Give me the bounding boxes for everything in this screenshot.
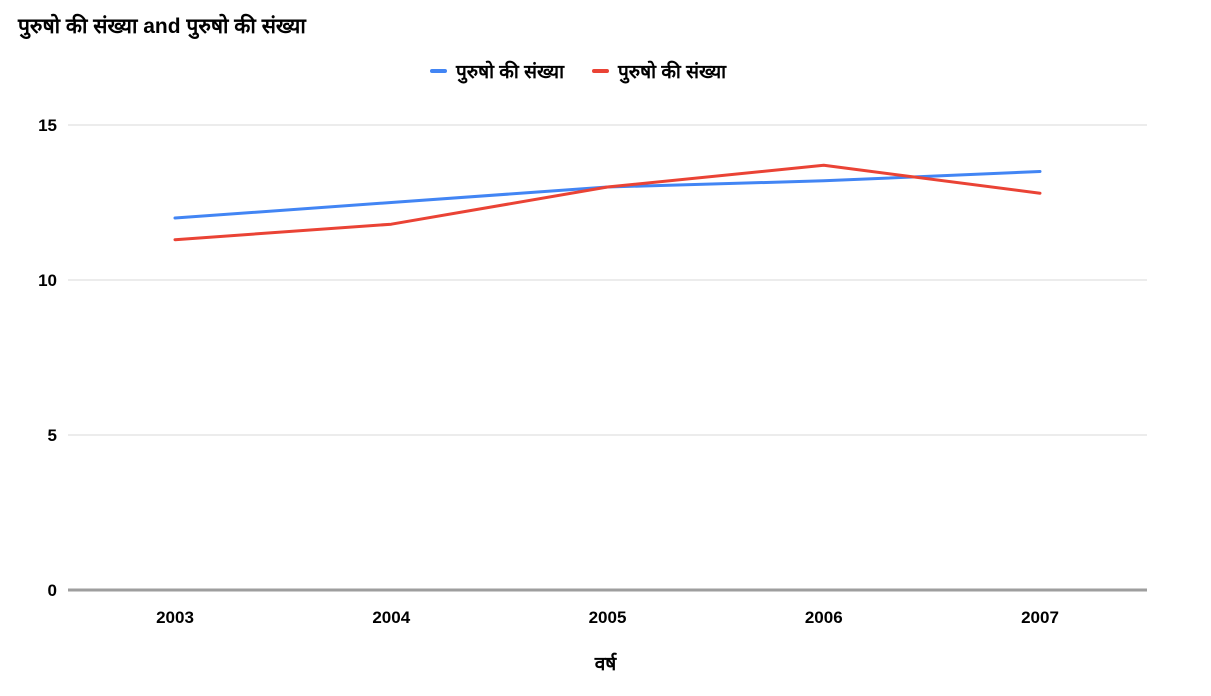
series-line-1 xyxy=(173,163,1042,242)
y-tick-label: 0 xyxy=(48,581,57,600)
line-chart-svg: 0 5 10 15 2003 2004 2005 2006 2007 xyxy=(38,116,1147,627)
x-tick-label: 2003 xyxy=(156,608,194,627)
legend-marker-1 xyxy=(592,69,609,73)
y-tick-label: 5 xyxy=(48,426,57,445)
x-tick-label: 2005 xyxy=(589,608,627,627)
x-axis-title: वर्ष xyxy=(594,654,617,675)
chart-title: पुरुषो की संख्या and पुरुषो की संख्या xyxy=(18,15,306,38)
x-tick-label: 2006 xyxy=(805,608,843,627)
legend-marker-0 xyxy=(429,69,447,73)
legend: पुरुषो की संख्या पुरुषो की संख्या xyxy=(0,58,1211,84)
legend-label-0: पुरुषो की संख्या xyxy=(455,62,564,83)
series-line-0 xyxy=(173,170,1042,220)
y-tick-label: 10 xyxy=(38,271,57,290)
legend-item-series-1: पुरुषो की संख्या xyxy=(592,58,726,84)
x-tick-label: 2004 xyxy=(372,608,410,627)
legend-label-1: पुरुषो की संख्या xyxy=(618,62,727,83)
x-tick-label: 2007 xyxy=(1021,608,1059,627)
legend-item-series-0: पुरुषो की संख्या xyxy=(429,58,564,84)
y-tick-label: 15 xyxy=(38,116,57,135)
